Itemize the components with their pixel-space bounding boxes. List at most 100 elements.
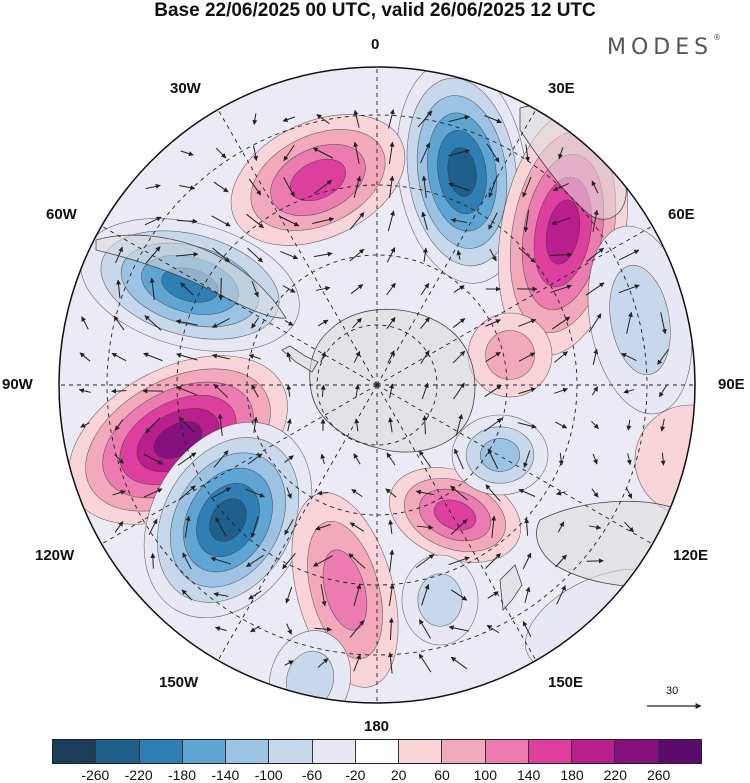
- wind-arrow: [215, 516, 227, 537]
- neg-center-170w: [268, 630, 352, 703]
- wind-arrow: [420, 282, 430, 295]
- brand-name: MODES: [607, 35, 714, 60]
- wind-arrow: [353, 175, 362, 198]
- reference-vector-label: 30: [666, 685, 679, 697]
- wind-arrow: [348, 553, 366, 569]
- wind-arrow: [351, 488, 363, 498]
- wind-arrow: [591, 420, 599, 430]
- wind-arrow: [558, 452, 564, 466]
- wind-arrow: [177, 452, 197, 466]
- wind-arrow: [353, 350, 361, 363]
- wind-arrow: [555, 421, 568, 429]
- meridian-line: [90, 219, 378, 386]
- wind-arrow: [453, 285, 465, 293]
- wind-arrow: [245, 488, 265, 498]
- wind-arrow: [312, 555, 333, 567]
- wind-arrow: [523, 450, 531, 468]
- colorbar-segment: [615, 740, 659, 763]
- wind-arrow: [623, 388, 635, 394]
- colorbar-tick-label: -180: [167, 767, 197, 783]
- meridian-line: [90, 384, 378, 551]
- wind-arrow: [388, 141, 395, 164]
- colorbar-tick-label: -20: [345, 767, 366, 783]
- wind-arrow: [421, 175, 427, 198]
- wind-arrow: [386, 247, 396, 263]
- pos-center-80e: [467, 312, 553, 398]
- wind-arrow: [558, 147, 564, 160]
- wind-arrow: [450, 485, 468, 501]
- wind-arrow: [626, 453, 632, 466]
- wind-arrow: [353, 109, 360, 128]
- colorbar-tick-label: 60: [434, 767, 450, 783]
- wind-arrow: [316, 286, 331, 291]
- lon-label-30w: 30W: [170, 80, 201, 97]
- wind-arrow: [150, 552, 156, 569]
- wind-arrow: [320, 384, 326, 397]
- wind-arrow: [250, 516, 259, 539]
- wind-arrow: [111, 352, 127, 362]
- wind-arrow: [286, 623, 292, 635]
- wind-arrow: [317, 319, 329, 327]
- wind-arrow: [485, 553, 501, 569]
- wind-arrow: [388, 109, 395, 129]
- wind-arrow: [116, 279, 122, 299]
- wind-arrow: [350, 284, 364, 294]
- wind-arrow: [175, 319, 198, 326]
- anomaly-field: [68, 67, 695, 703]
- wind-arrow: [452, 350, 466, 364]
- colorbar-tick-label: -100: [254, 767, 283, 783]
- wind-arrow: [114, 521, 124, 533]
- colorbar-segment: [658, 740, 701, 763]
- wind-arrow: [353, 654, 361, 672]
- wind-arrow: [421, 211, 428, 231]
- wind-arrow: [212, 247, 230, 263]
- colorbar-tick-label: -60: [301, 767, 323, 783]
- meridian-line: [376, 219, 664, 386]
- wind-arrow: [658, 384, 668, 398]
- wind-arrow: [210, 556, 232, 565]
- wind-arrow: [624, 521, 634, 533]
- wind-arrow: [211, 353, 230, 360]
- wind-arrow: [389, 549, 395, 572]
- wind-arrow: [486, 143, 500, 163]
- colorbar-tick-label: 260: [646, 767, 671, 783]
- wind-arrow: [178, 485, 196, 501]
- wind-arrow: [246, 213, 264, 229]
- wind-arrow: [415, 553, 435, 569]
- wind-arrow: [251, 317, 259, 329]
- colorbar-segment: [269, 740, 313, 763]
- wind-arrow: [286, 418, 292, 432]
- wind-arrow: [487, 448, 499, 470]
- lon-label-30e: 30E: [548, 80, 575, 97]
- wind-arrow: [417, 110, 433, 128]
- colorbar-tick-label: 100: [473, 767, 498, 783]
- wind-arrow: [286, 384, 292, 397]
- wind-arrow: [182, 552, 192, 570]
- wind-arrow: [421, 382, 429, 400]
- wind-arrow: [79, 352, 91, 362]
- wind-arrow: [524, 586, 531, 603]
- wind-arrow: [354, 384, 360, 398]
- colorbar-segment: [572, 740, 616, 763]
- wind-arrow: [422, 247, 428, 262]
- colorbar-tick-label: 20: [390, 767, 407, 783]
- wind-arrow: [554, 387, 569, 394]
- lon-label-60e: 60E: [668, 206, 695, 223]
- wind-arrow: [144, 315, 162, 331]
- wind-arrow: [211, 318, 230, 328]
- wind-arrow: [284, 455, 294, 463]
- wind-arrow: [486, 624, 500, 634]
- lon-label-60w: 60W: [46, 206, 77, 223]
- wind-arrow: [280, 250, 299, 260]
- wind-arrow: [181, 589, 193, 601]
- wind-arrow: [626, 419, 632, 431]
- wind-arrow: [550, 284, 572, 293]
- wind-arrow: [143, 352, 163, 362]
- meridian-line: [211, 98, 378, 386]
- wind-arrow: [554, 351, 568, 363]
- wind-arrow: [179, 185, 196, 191]
- wind-arrow: [660, 418, 666, 432]
- wind-arrow: [143, 453, 164, 465]
- wind-arrow: [387, 652, 393, 674]
- meridian-line: [211, 384, 378, 672]
